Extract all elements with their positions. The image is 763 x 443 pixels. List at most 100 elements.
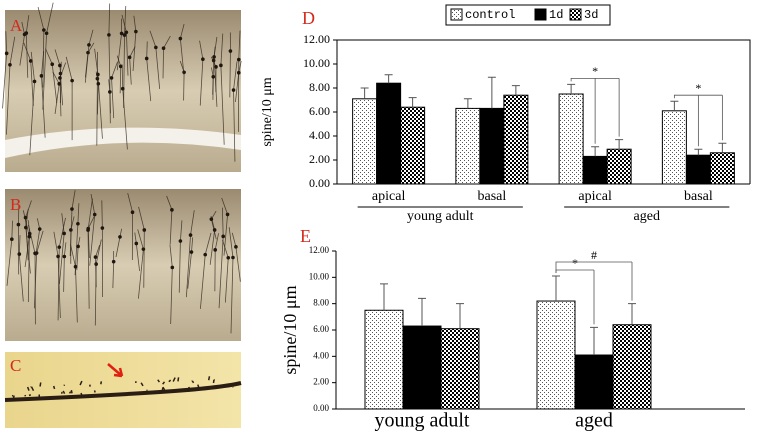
soma (234, 245, 238, 249)
soma (62, 232, 66, 236)
legend-label: 1d (549, 8, 563, 22)
error-bar (567, 84, 575, 94)
bar (401, 107, 425, 184)
soma (97, 82, 101, 86)
soma (87, 43, 91, 47)
spine (180, 389, 181, 391)
soma (107, 33, 111, 37)
y-axis-label: spine/10 μm (260, 77, 275, 146)
bar (613, 325, 651, 409)
y-tick-label: 12.00 (303, 32, 330, 46)
y-tick-label: 10.00 (303, 56, 330, 70)
error-bar (361, 88, 369, 99)
significance-label: * (592, 64, 598, 78)
soma (17, 252, 21, 256)
y-tick-label: 4.00 (313, 350, 329, 360)
soma (86, 228, 90, 232)
soma (203, 253, 207, 257)
x-tick-label: aged (575, 410, 613, 432)
soma (38, 227, 42, 231)
y-tick-label: 6.00 (309, 104, 330, 118)
spine (64, 385, 65, 386)
y-tick-label: 0.00 (313, 403, 329, 413)
y-axis-label: spine/10 μm (280, 285, 300, 374)
bar (583, 156, 607, 184)
error-bar (380, 284, 388, 310)
y-tick-label: 10.00 (309, 271, 330, 281)
soma (237, 71, 241, 75)
error-bar (456, 304, 464, 329)
spine (209, 376, 210, 380)
soma (212, 55, 216, 59)
soma (134, 30, 138, 34)
soma (112, 260, 116, 264)
error-bar (591, 147, 599, 157)
panel-label: E (300, 226, 311, 246)
spine (29, 395, 31, 396)
significance-label: # (591, 248, 597, 262)
significance-label: * (695, 81, 701, 95)
y-tick-label: 8.00 (309, 80, 330, 94)
legend-swatch (570, 9, 581, 20)
soma (101, 226, 105, 230)
y-tick-label: 4.00 (309, 128, 330, 142)
bar (575, 355, 613, 409)
spine (62, 392, 63, 394)
bar (710, 153, 734, 184)
soma (125, 30, 129, 34)
soma (213, 248, 217, 252)
soma (170, 208, 174, 212)
bar (403, 326, 441, 409)
soma (154, 46, 158, 50)
bar (377, 83, 401, 184)
soma (94, 255, 98, 259)
x-tick-label: young adult (375, 410, 470, 432)
soma (118, 235, 122, 239)
error-bar (385, 75, 393, 83)
bar (607, 149, 631, 184)
significance-label: * (572, 256, 578, 270)
soma (229, 49, 233, 53)
soma (171, 266, 175, 270)
error-bar (694, 149, 702, 155)
error-bar (418, 298, 426, 326)
group-label: young adult (407, 209, 474, 224)
soma (28, 235, 32, 239)
bar (441, 329, 479, 409)
y-tick-label: 6.00 (313, 324, 329, 334)
soma (226, 256, 230, 260)
soma (201, 57, 205, 61)
spine (162, 387, 163, 390)
soma (226, 213, 230, 217)
soma (70, 79, 74, 83)
x-tick-label: basal (477, 189, 506, 204)
bar (559, 94, 583, 184)
y-tick-label: 0.00 (309, 176, 330, 190)
bar (504, 95, 528, 184)
soma (10, 237, 14, 241)
soma (76, 222, 80, 226)
photo-label: A (10, 16, 23, 35)
soma (143, 228, 147, 232)
soma (56, 255, 60, 259)
bar (537, 301, 575, 409)
legend-swatch (535, 9, 546, 20)
soma (179, 37, 183, 41)
soma (45, 31, 49, 35)
error-bar (718, 143, 726, 153)
soma (58, 76, 62, 80)
soma (50, 62, 54, 66)
soma (17, 223, 21, 227)
soma (135, 242, 139, 246)
bar (365, 310, 403, 409)
soma (162, 46, 166, 50)
spine (178, 377, 179, 381)
bar (480, 108, 504, 184)
error-bar (488, 77, 496, 108)
soma (5, 52, 9, 56)
error-bar (552, 276, 560, 301)
y-tick-label: 8.00 (313, 298, 329, 308)
soma (70, 207, 74, 211)
